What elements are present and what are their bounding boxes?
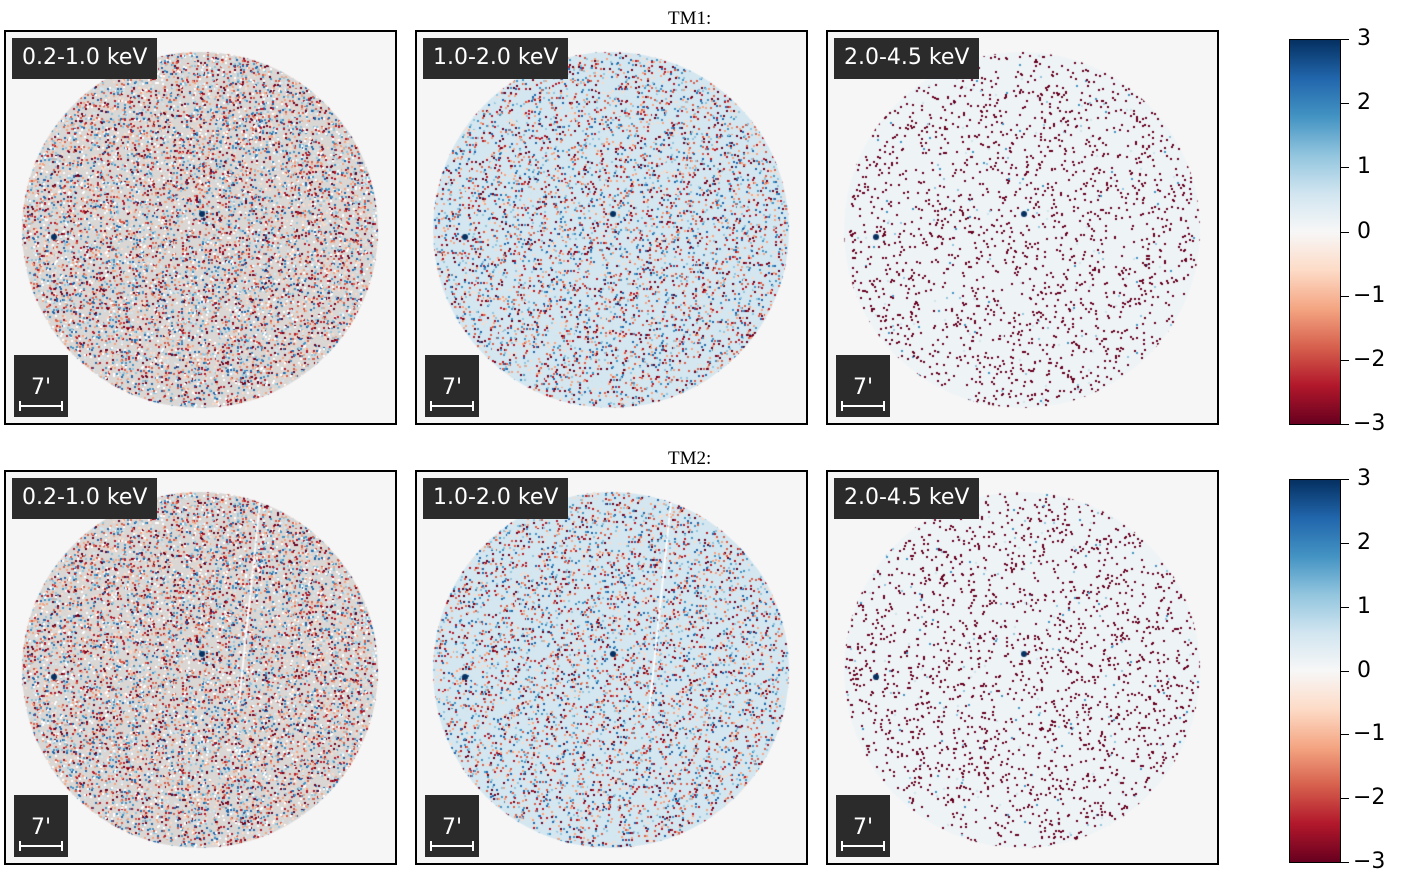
colorbar-tick-label: −1 xyxy=(1353,721,1386,747)
row-title-tm1: TM1: xyxy=(668,8,712,29)
scale-bar-label: 7' xyxy=(30,815,52,840)
band-label: 2.0-4.5 keV xyxy=(834,478,980,519)
scale-bar: 7' xyxy=(836,795,890,857)
image-panel-tm1-medium: 1.0-2.0 keV 7' xyxy=(415,30,808,425)
row-title-tm2: TM2: xyxy=(668,448,712,469)
scale-bar: 7' xyxy=(14,355,68,417)
colorbar-tick-label: −3 xyxy=(1353,411,1386,436)
colorbar-tick-label: −1 xyxy=(1353,282,1386,308)
colorbar-tick-label: 1 xyxy=(1357,593,1371,619)
colorbar-tick-label: 3 xyxy=(1357,466,1371,491)
scale-bar-label: 7' xyxy=(852,815,874,840)
colorbar-tick xyxy=(1341,359,1349,361)
band-label: 1.0-2.0 keV xyxy=(423,478,569,519)
residual-map xyxy=(828,32,1217,423)
colorbar-tick-label: 0 xyxy=(1357,218,1371,244)
colorbar-tick xyxy=(1341,295,1349,297)
image-panel-tm2-soft: 0.2-1.0 keV 7' xyxy=(4,470,397,865)
colorbar-tick-label: 2 xyxy=(1357,90,1371,116)
image-panel-tm1-soft: 0.2-1.0 keV 7' xyxy=(4,30,397,425)
colorbar-tick xyxy=(1341,862,1349,863)
colorbar-tick xyxy=(1341,39,1349,40)
colorbar-tick xyxy=(1341,542,1349,544)
band-label: 1.0-2.0 keV xyxy=(423,38,569,79)
colorbar-tick xyxy=(1341,103,1349,105)
colorbar-tick xyxy=(1341,670,1349,672)
scale-bar: 7' xyxy=(425,355,479,417)
colorbar-tick xyxy=(1341,479,1349,480)
colorbar-tick xyxy=(1341,167,1349,169)
scale-bar: 7' xyxy=(425,795,479,857)
colorbar-tick xyxy=(1341,606,1349,608)
band-label: 0.2-1.0 keV xyxy=(12,38,158,79)
scale-bar: 7' xyxy=(14,795,68,857)
colorbar-tick-label: −2 xyxy=(1353,346,1386,372)
colorbar-tm1 xyxy=(1289,39,1341,425)
residual-map xyxy=(6,32,395,423)
colorbar-tick xyxy=(1341,734,1349,736)
band-label: 2.0-4.5 keV xyxy=(834,38,980,79)
residual-map xyxy=(6,472,395,863)
residual-map xyxy=(417,32,806,423)
image-panel-tm1-hard: 2.0-4.5 keV 7' xyxy=(826,30,1219,425)
residual-map xyxy=(828,472,1217,863)
colorbar-tick-label: 2 xyxy=(1357,529,1371,555)
image-panel-tm2-medium: 1.0-2.0 keV 7' xyxy=(415,470,808,865)
band-label: 0.2-1.0 keV xyxy=(12,478,158,519)
scale-bar-label: 7' xyxy=(441,815,463,840)
scale-bar: 7' xyxy=(836,355,890,417)
colorbar-tick-label: 3 xyxy=(1357,26,1371,51)
image-panel-tm2-hard: 2.0-4.5 keV 7' xyxy=(826,470,1219,865)
colorbar-tick xyxy=(1341,798,1349,800)
colorbar-tick xyxy=(1341,424,1349,425)
colorbar-tick-label: 0 xyxy=(1357,657,1371,683)
scale-bar-label: 7' xyxy=(30,375,52,400)
residual-map xyxy=(417,472,806,863)
colorbar-tick-label: −3 xyxy=(1353,849,1386,874)
colorbar-tm2 xyxy=(1289,479,1341,863)
colorbar-tick-label: 1 xyxy=(1357,154,1371,180)
colorbar-tick-label: −2 xyxy=(1353,785,1386,811)
scale-bar-label: 7' xyxy=(441,375,463,400)
colorbar-tick xyxy=(1341,231,1349,233)
scale-bar-label: 7' xyxy=(852,375,874,400)
